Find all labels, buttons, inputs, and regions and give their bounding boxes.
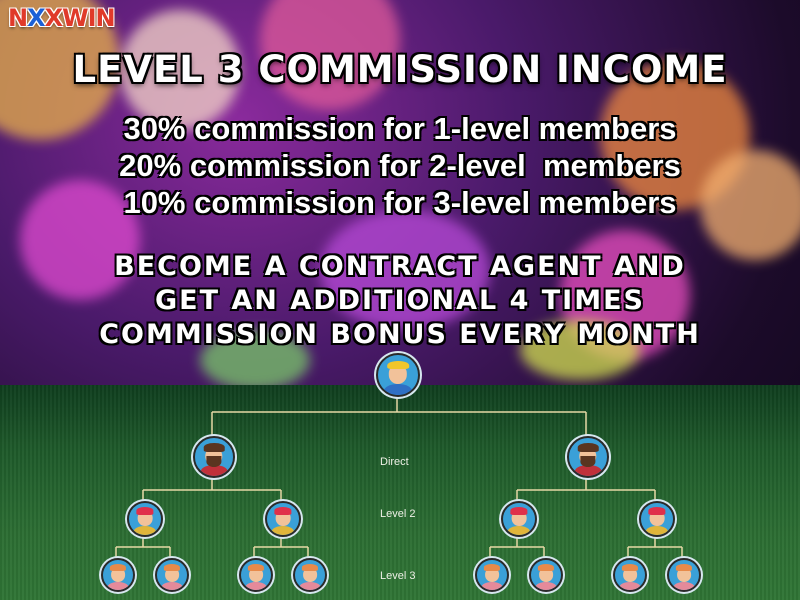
bokeh-light: [700, 150, 800, 260]
promo-line-3: COMMISSION BONUS EVERY MONTH: [99, 319, 701, 350]
bokeh-light: [200, 330, 310, 390]
rate-line-3: 10% commission for 3-level members: [123, 185, 677, 220]
label-level-3: Level 3: [380, 570, 416, 582]
avatar-woman-icon: [155, 558, 189, 592]
brand-logo: NXXWIN: [8, 4, 116, 32]
avatar-woman-icon: [239, 558, 273, 592]
avatar-bearded-man-icon: [193, 436, 235, 478]
avatar-red-cap-icon: [127, 501, 163, 537]
logo-part-3: XWIN: [44, 4, 116, 32]
page-title: LEVEL 3 COMMISSION INCOME: [72, 48, 728, 91]
bokeh-light: [20, 180, 140, 300]
promo-line-1: BECOME A CONTRACT AGENT AND: [114, 251, 686, 282]
rate-line-2: 20% commission for 2-level members: [119, 148, 681, 183]
commission-rates: 30% commission for 1-level members 20% c…: [0, 110, 800, 221]
rate-line-1: 30% commission for 1-level members: [123, 111, 677, 146]
avatar-woman-icon: [101, 558, 135, 592]
bokeh-light: [120, 10, 240, 130]
avatar-woman-icon: [293, 558, 327, 592]
logo-part-1: N: [8, 4, 28, 32]
grass-field: [0, 385, 800, 600]
avatar-woman-icon: [475, 558, 509, 592]
label-direct: Direct: [380, 456, 409, 468]
bokeh-light: [320, 210, 490, 330]
avatar-yellow-cap-icon: [376, 353, 420, 397]
avatar-red-cap-icon: [501, 501, 537, 537]
avatar-woman-icon: [529, 558, 563, 592]
avatar-woman-icon: [667, 558, 701, 592]
avatar-red-cap-icon: [265, 501, 301, 537]
logo-part-2: X: [27, 4, 45, 32]
avatar-woman-icon: [613, 558, 647, 592]
agent-promo: BECOME A CONTRACT AGENT AND GET AN ADDIT…: [0, 250, 800, 352]
bokeh-light: [260, 0, 400, 110]
avatar-red-cap-icon: [639, 501, 675, 537]
bokeh-light: [520, 320, 640, 380]
label-level-2: Level 2: [380, 508, 416, 520]
promo-line-2: GET AN ADDITIONAL 4 TIMES: [154, 285, 645, 316]
avatar-bearded-man-icon: [567, 436, 609, 478]
